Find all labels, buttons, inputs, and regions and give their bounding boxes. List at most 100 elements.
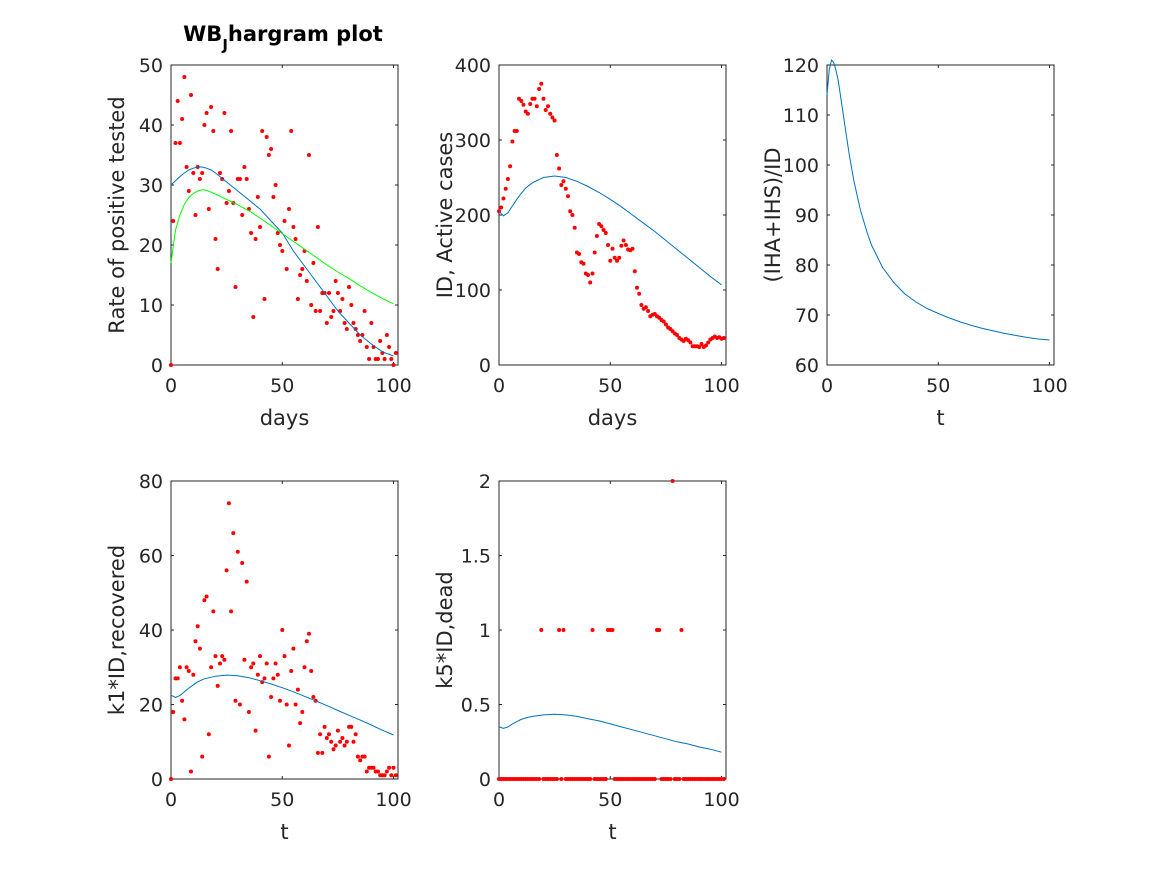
data-point <box>610 246 615 251</box>
data-point <box>209 665 214 670</box>
y-axis-label: (IHA+IHS)/ID <box>761 147 785 282</box>
data-point <box>568 209 573 214</box>
data-point <box>226 501 231 506</box>
data-point <box>376 357 380 361</box>
data-point <box>643 305 648 310</box>
x-tick-label: 100 <box>375 789 411 811</box>
data-point <box>315 225 320 229</box>
data-point <box>242 657 247 662</box>
data-point <box>384 769 389 774</box>
data-point <box>335 291 340 295</box>
y-axis-label: Rate of positive tested <box>105 96 129 333</box>
data-point <box>677 777 682 781</box>
x-tick-label: 0 <box>493 375 505 397</box>
data-point <box>182 717 187 722</box>
series-line <box>498 713 722 753</box>
x-axis-label: t <box>608 820 616 844</box>
data-point <box>351 739 356 744</box>
data-point <box>177 665 182 670</box>
data-point <box>311 261 316 265</box>
data-point <box>646 309 651 313</box>
data-point <box>180 117 185 121</box>
data-point <box>364 345 369 349</box>
data-point <box>528 102 533 106</box>
data-point <box>639 303 644 307</box>
data-point <box>284 702 289 707</box>
data-point <box>371 765 376 770</box>
data-point <box>193 639 198 644</box>
data-point <box>566 194 570 199</box>
data-point <box>387 345 392 349</box>
data-point <box>202 598 207 603</box>
x-tick-label: 0 <box>165 375 177 397</box>
data-point <box>171 219 176 223</box>
data-point <box>229 609 234 614</box>
y-tick-label: 100 <box>455 280 491 302</box>
y-tick-label: 10 <box>139 295 163 317</box>
data-point <box>331 747 336 752</box>
data-point <box>572 225 577 230</box>
y-tick-label: 20 <box>139 235 163 257</box>
y-tick-label: 40 <box>139 620 163 642</box>
data-point <box>255 672 260 677</box>
y-tick-label: 1 <box>479 620 491 642</box>
data-point <box>548 111 553 116</box>
data-point <box>699 342 704 346</box>
data-point <box>508 164 513 169</box>
data-point <box>186 669 191 673</box>
data-point <box>577 252 582 256</box>
data-point <box>367 357 372 361</box>
data-point <box>391 363 396 367</box>
data-point <box>307 153 311 157</box>
y-tick-label: 1.5 <box>461 546 491 568</box>
subplot-recovered: 0 50 100 0 20 40 60 80 t k1*ID,recovered <box>105 471 412 844</box>
figure-title-main: WB <box>183 22 222 46</box>
y-tick-label: 300 <box>455 130 491 152</box>
y-tick-label: 50 <box>139 55 163 77</box>
data-point <box>282 654 287 659</box>
data-point <box>269 147 274 151</box>
data-point <box>278 698 282 703</box>
axes-box <box>170 480 399 780</box>
data-point <box>311 695 316 699</box>
data-point <box>266 754 271 759</box>
data-point <box>652 777 657 781</box>
data-point <box>307 631 311 636</box>
data-point <box>184 665 189 670</box>
data-point <box>197 646 202 651</box>
data-point <box>260 129 265 133</box>
y-tick-label: 30 <box>139 175 163 197</box>
data-point <box>226 189 231 193</box>
y-tick-label: 200 <box>455 205 491 227</box>
data-point <box>264 135 269 139</box>
data-point <box>244 177 249 181</box>
data-point <box>623 243 628 247</box>
data-point <box>391 765 396 770</box>
data-point <box>318 309 323 313</box>
series-line <box>170 674 394 736</box>
data-point <box>603 231 608 235</box>
x-tick-label: 50 <box>270 789 294 811</box>
data-point <box>191 171 196 175</box>
data-point <box>264 661 269 666</box>
x-tick-label: 50 <box>598 789 622 811</box>
data-point <box>344 327 349 331</box>
data-point <box>177 141 182 145</box>
data-point <box>554 153 559 157</box>
data-point <box>594 234 599 238</box>
data-point <box>189 93 193 97</box>
data-point <box>211 129 216 133</box>
y-tick-label: 40 <box>139 115 163 137</box>
data-point <box>561 179 566 184</box>
data-point <box>293 237 298 241</box>
data-point <box>189 769 193 774</box>
data-point <box>291 646 296 651</box>
data-point <box>546 104 550 109</box>
y-tick-label: 20 <box>139 695 163 717</box>
data-point <box>324 321 329 325</box>
data-point <box>362 754 367 759</box>
data-point <box>704 343 708 348</box>
data-point <box>284 267 289 271</box>
data-point <box>588 280 593 285</box>
data-point <box>706 340 711 345</box>
